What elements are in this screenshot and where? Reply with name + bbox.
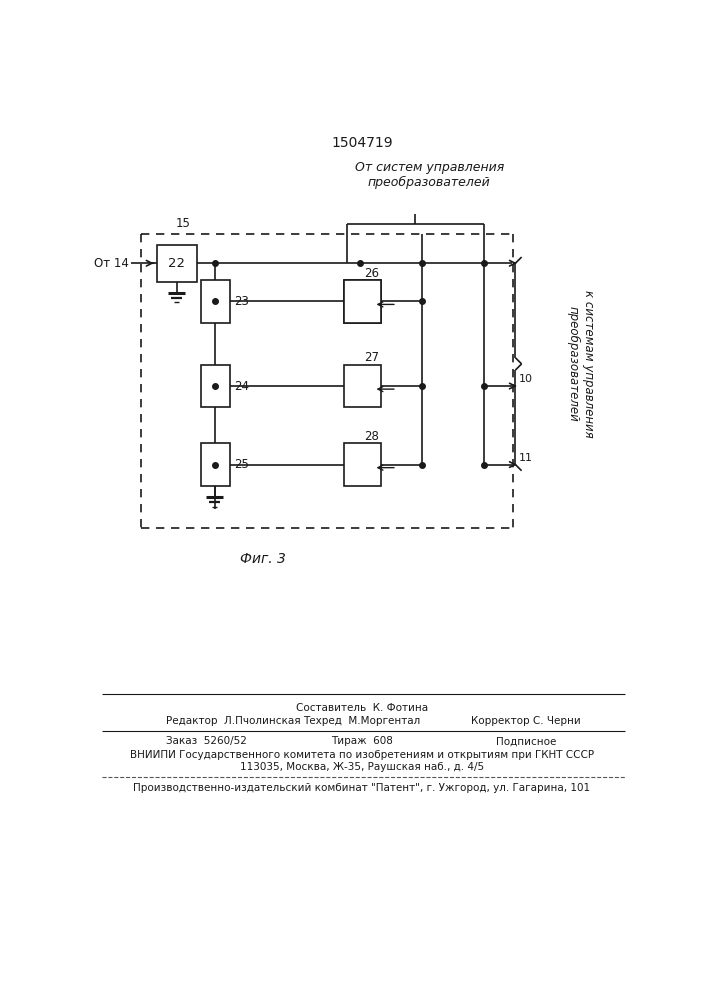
Text: От 14: От 14 bbox=[94, 257, 129, 270]
Bar bbox=[344, 443, 381, 486]
Text: к системам управления
преобразователей: к системам управления преобразователей bbox=[566, 290, 595, 438]
Text: Корректор С. Черни: Корректор С. Черни bbox=[472, 716, 581, 726]
Text: 28: 28 bbox=[364, 430, 379, 443]
Text: 26: 26 bbox=[364, 267, 379, 280]
Text: Составитель  К. Фотина: Составитель К. Фотина bbox=[296, 703, 428, 713]
Bar bbox=[344, 365, 381, 407]
Text: 27: 27 bbox=[364, 351, 379, 364]
Text: Заказ  5260/52: Заказ 5260/52 bbox=[166, 736, 247, 746]
Bar bbox=[201, 443, 230, 486]
Text: Производственно-издательский комбинат "Патент", г. Ужгород, ул. Гагарина, 101: Производственно-издательский комбинат "П… bbox=[134, 783, 590, 793]
Text: Подписное: Подписное bbox=[496, 736, 556, 746]
Text: 10: 10 bbox=[519, 374, 533, 384]
Text: Тираж  608: Тираж 608 bbox=[331, 736, 393, 746]
Text: 15: 15 bbox=[175, 217, 190, 230]
Text: Техред  М.Моргентал: Техред М.Моргентал bbox=[303, 716, 421, 726]
Text: 24: 24 bbox=[234, 380, 249, 393]
Text: 25: 25 bbox=[234, 458, 249, 471]
Text: 113035, Москва, Ж-35, Раушская наб., д. 4/5: 113035, Москва, Ж-35, Раушская наб., д. … bbox=[240, 762, 484, 772]
Text: 23: 23 bbox=[234, 295, 249, 308]
Bar bbox=[344, 280, 381, 323]
Text: Фиг. 3: Фиг. 3 bbox=[240, 552, 286, 566]
Text: ВНИИПИ Государственного комитета по изобретениям и открытиям при ГКНТ СССР: ВНИИПИ Государственного комитета по изоб… bbox=[130, 750, 594, 760]
Text: 1504719: 1504719 bbox=[331, 136, 393, 150]
Text: От систем управления
преобразователей: От систем управления преобразователей bbox=[355, 161, 504, 189]
Text: 11: 11 bbox=[519, 453, 533, 463]
Bar bbox=[201, 280, 230, 323]
Text: 22: 22 bbox=[168, 257, 185, 270]
Bar bbox=[201, 365, 230, 407]
Text: Редактор  Л.Пчолинская: Редактор Л.Пчолинская bbox=[166, 716, 300, 726]
Bar bbox=[344, 280, 381, 323]
Bar bbox=[156, 245, 197, 282]
